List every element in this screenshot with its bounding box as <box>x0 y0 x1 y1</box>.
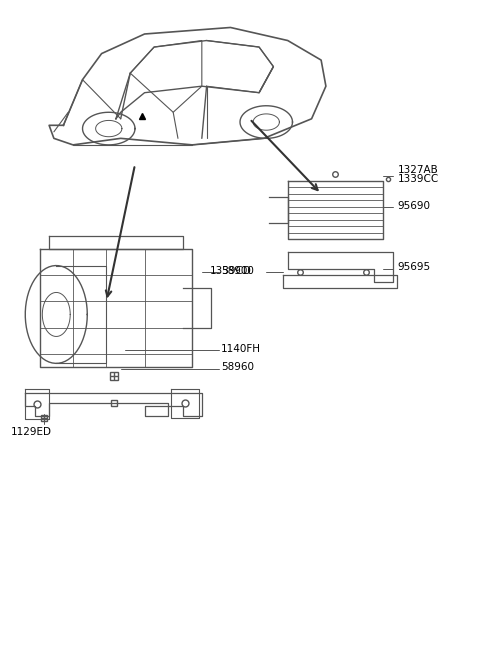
Text: 95690: 95690 <box>397 200 431 210</box>
Text: 1339CC: 1339CC <box>397 174 439 184</box>
Text: 58960: 58960 <box>221 362 254 372</box>
Text: 1327AB: 1327AB <box>397 164 438 175</box>
Text: 58900: 58900 <box>221 266 254 276</box>
Text: 1140FH: 1140FH <box>221 344 261 354</box>
Text: 95695: 95695 <box>397 263 431 272</box>
Text: 1339CD: 1339CD <box>210 266 252 276</box>
Text: 1129ED: 1129ED <box>11 426 52 437</box>
